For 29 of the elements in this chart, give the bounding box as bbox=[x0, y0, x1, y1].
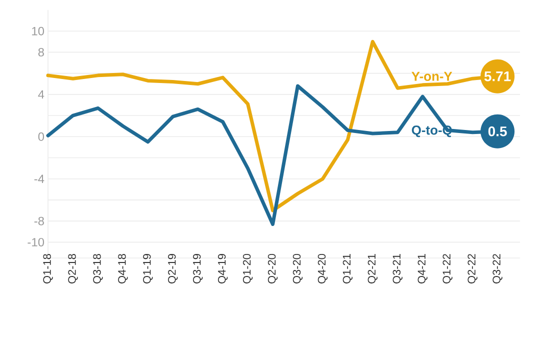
data-label: 0.5 bbox=[488, 126, 507, 136]
x-tick-label: Q1-21 bbox=[342, 254, 353, 284]
y-tick-label: 8 bbox=[38, 48, 44, 56]
data-label: 5.71 bbox=[484, 72, 511, 82]
x-tick-label: Q3-21 bbox=[392, 254, 402, 284]
x-tick-label: Q4-18 bbox=[118, 254, 128, 284]
x-tick-label: Q2-21 bbox=[368, 254, 378, 284]
x-tick-label: Q3-22 bbox=[492, 254, 502, 284]
x-tick-label: Q3-19 bbox=[192, 254, 203, 284]
y-tick-label: 0 bbox=[38, 132, 44, 141]
x-tick-label: Q4-20 bbox=[318, 254, 328, 284]
x-tick-label: Q4-21 bbox=[418, 254, 428, 284]
x-tick-label: Q2-22 bbox=[468, 254, 478, 284]
y-tick-label: 10 bbox=[32, 26, 44, 36]
x-tick-label: Q2-18 bbox=[68, 254, 78, 284]
x-tick-label: Q3-20 bbox=[292, 254, 303, 284]
series-label: Y-on-Y bbox=[412, 72, 452, 81]
y-tick-label: -4 bbox=[34, 174, 44, 183]
x-tick-label: Q2-20 bbox=[268, 254, 278, 284]
x-tick-label: Q1-19 bbox=[143, 254, 153, 284]
x-tick-label: Q1-22 bbox=[442, 254, 452, 284]
y-tick-label: 4 bbox=[38, 90, 44, 99]
x-tick-label: Q1-18 bbox=[43, 254, 53, 284]
x-tick-label: Q1-20 bbox=[242, 254, 253, 284]
y-tick-label: -8 bbox=[34, 216, 44, 226]
y-tick-label: -10 bbox=[28, 238, 44, 246]
x-tick-label: Q2-19 bbox=[168, 254, 178, 284]
x-tick-label: Q4-19 bbox=[218, 254, 228, 284]
x-tick-label: Q3-18 bbox=[93, 254, 103, 284]
